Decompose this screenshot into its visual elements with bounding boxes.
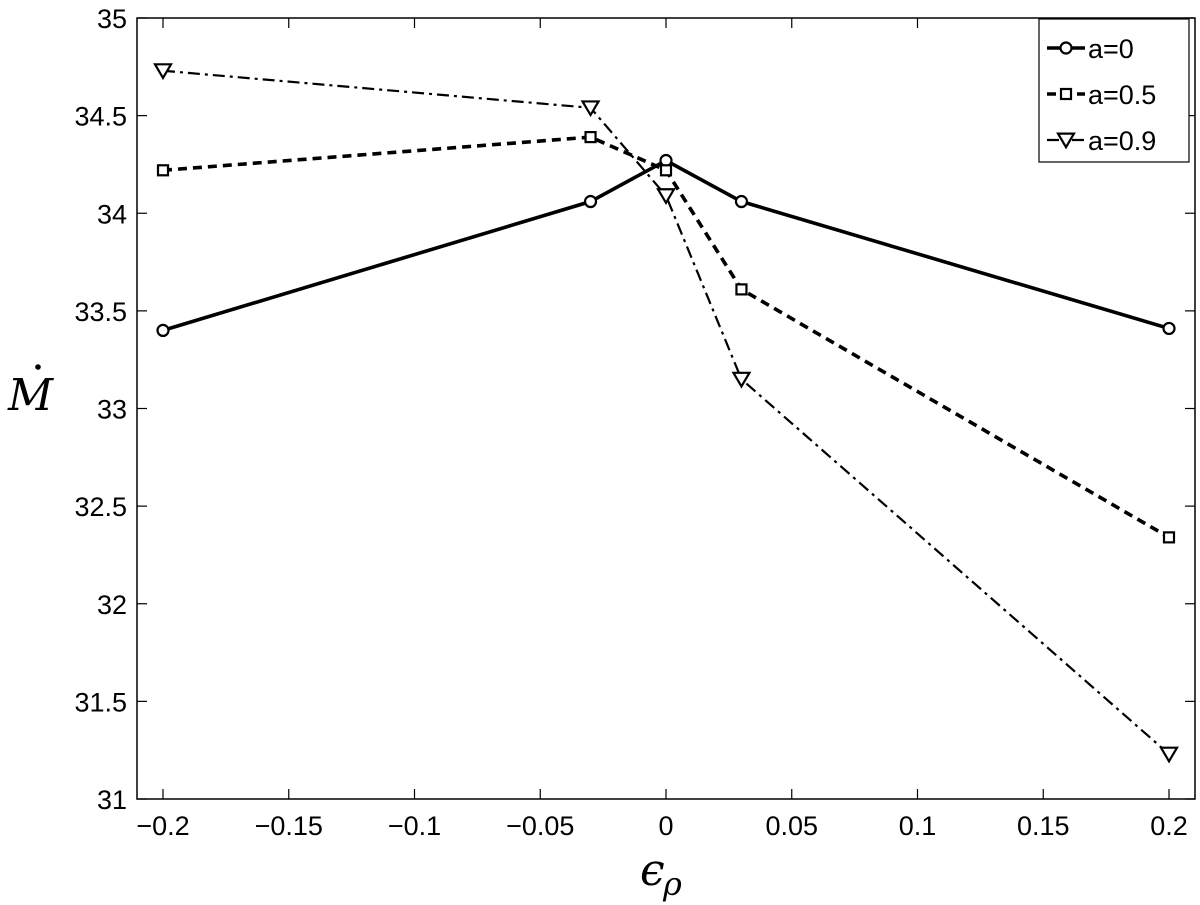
- x-axis-label: ϵ ρ: [640, 845, 682, 903]
- data-point: [584, 131, 597, 144]
- data-point: [735, 283, 748, 296]
- legend-label: a=0.9: [1088, 126, 1156, 156]
- data-point: [1162, 321, 1176, 336]
- x-tick-label: −0.1: [388, 811, 441, 841]
- x-tick-label: 0.15: [1017, 811, 1070, 841]
- y-tick-label: 34.5: [74, 102, 127, 132]
- x-axis-label-subscript: ρ: [662, 865, 682, 903]
- data-point: [580, 100, 601, 118]
- legend-label: a=0: [1088, 34, 1134, 64]
- data-point: [583, 194, 598, 209]
- legend: a=0 a=0.5 a=0.9: [1038, 18, 1190, 163]
- x-tick-label: 0: [658, 811, 673, 841]
- y-tick-label: 33: [97, 395, 127, 425]
- legend-entries: a=0 a=0.5 a=0.9: [1047, 34, 1156, 156]
- x-axis-label-main: ϵ: [640, 845, 665, 896]
- y-tick-label: 32: [97, 590, 127, 620]
- series-a=0.9: [153, 63, 1179, 764]
- series-a=0.5: [156, 131, 1176, 544]
- data-series: [153, 63, 1179, 764]
- y-tick-label: 34: [97, 199, 127, 229]
- legend-marker: [1056, 132, 1076, 150]
- legend-entry: a=0: [1047, 34, 1134, 64]
- data-point: [656, 188, 676, 206]
- x-tick-label: −0.05: [506, 811, 574, 841]
- data-point: [156, 323, 170, 337]
- series-line: [162, 158, 1170, 333]
- axis-ticks: [137, 17, 1195, 800]
- y-axis-label-text: M: [7, 370, 54, 421]
- legend-marker: [1059, 87, 1073, 101]
- data-point: [156, 164, 170, 177]
- y-axis-label-dot: [35, 364, 41, 370]
- x-tick-label: −0.15: [255, 811, 323, 841]
- data-point: [734, 194, 749, 209]
- y-tick-label: 31: [97, 785, 127, 815]
- series-a=0: [156, 153, 1176, 337]
- legend-marker: [1059, 41, 1073, 55]
- y-tick-label: 33.5: [74, 297, 127, 327]
- y-tick-label: 35: [97, 4, 127, 34]
- legend-label: a=0.5: [1088, 80, 1156, 110]
- data-point: [153, 63, 173, 81]
- data-point: [659, 164, 673, 177]
- data-point: [1162, 531, 1176, 544]
- x-tick-label: −0.2: [136, 811, 189, 841]
- y-tick-label: 31.5: [74, 687, 127, 717]
- tick-labels: −0.2 −0.15 −0.1 −0.05 0 0.05 0.1 0.15 0.2 31 31.5 3…: [74, 4, 1187, 841]
- x-tick-label: 0.2: [1150, 811, 1188, 841]
- x-tick-label: 0.1: [899, 811, 937, 841]
- data-point: [731, 371, 752, 389]
- legend-entry: a=0.5: [1047, 80, 1156, 110]
- plot-area-frame: [136, 17, 1196, 800]
- legend-entry: a=0.9: [1047, 126, 1156, 156]
- y-axis-label: M: [7, 364, 54, 421]
- x-tick-label: 0.05: [765, 811, 818, 841]
- data-point: [1159, 746, 1179, 764]
- y-tick-label: 32.5: [74, 492, 127, 522]
